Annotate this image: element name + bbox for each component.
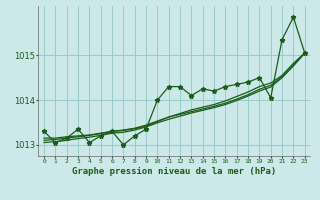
- X-axis label: Graphe pression niveau de la mer (hPa): Graphe pression niveau de la mer (hPa): [72, 167, 276, 176]
